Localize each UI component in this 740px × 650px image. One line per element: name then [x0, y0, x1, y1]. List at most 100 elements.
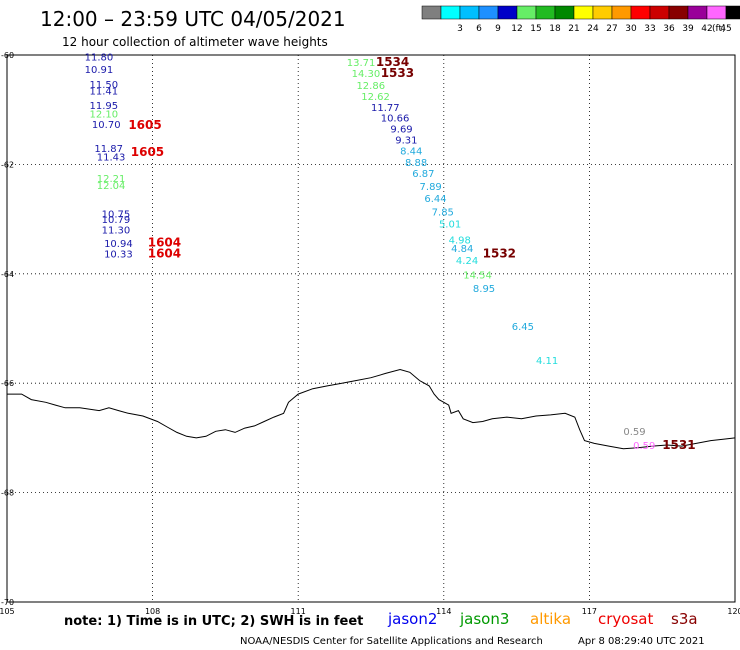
satellite-jason2: jason2	[387, 610, 437, 628]
y-tick-label: -64	[1, 270, 14, 279]
x-tick-label: 117	[582, 607, 597, 616]
swh-value: 11.80	[85, 52, 114, 63]
legend-bin-label: 36	[663, 24, 675, 34]
page-subtitle: 12 hour collection of altimeter wave hei…	[62, 35, 328, 49]
swh-value: 0.59	[623, 427, 645, 438]
swh-value: 11.43	[97, 153, 126, 164]
legend-bin-label: 15	[530, 24, 541, 34]
legend-bin-label: 3	[457, 24, 463, 34]
legend-bin-label: 33	[644, 24, 655, 34]
x-tick-label: 108	[145, 607, 160, 616]
legend-swatch	[554, 5, 575, 20]
y-tick-label: -66	[1, 379, 14, 388]
legend-swatch	[535, 5, 556, 20]
swh-value: 11.95	[90, 101, 119, 112]
x-tick-label: 111	[291, 607, 306, 616]
swh-value: 12.21	[97, 174, 126, 185]
swh-value: 14.54	[463, 271, 492, 282]
legend-bin-label: 30	[625, 24, 637, 34]
footer-credit: NOAA/NESDIS Center for Satellite Applica…	[240, 636, 543, 647]
swh-value: 10.91	[85, 65, 114, 76]
satellite-altika: altika	[530, 610, 571, 628]
legend-swatch	[573, 5, 594, 20]
swh-value: 10.94	[104, 239, 133, 250]
swh-value: 7.89	[420, 182, 442, 193]
legend-bin-label: 9	[495, 24, 501, 34]
coastline	[7, 368, 736, 450]
swh-value: 12.62	[361, 92, 390, 103]
legend-unit: (ft)	[712, 24, 726, 34]
legend-bin-label: 27	[606, 24, 617, 34]
swh-value: 8.95	[473, 284, 495, 295]
legend-bin-label: 6	[476, 24, 482, 34]
swh-value: 11.50	[90, 80, 119, 91]
pass-time: 1531	[662, 438, 695, 452]
swh-value: 11.30	[102, 225, 131, 236]
legend-swatch	[478, 5, 499, 20]
legend-bin-label: 21	[568, 24, 579, 34]
swh-value: 4.24	[456, 256, 478, 267]
swh-value: 12.04	[97, 181, 126, 192]
swh-value: 10.70	[92, 120, 121, 131]
legend-swatch	[421, 5, 442, 20]
legend-swatch	[630, 5, 651, 20]
swh-value: 9.69	[390, 125, 412, 136]
legend-swatch	[459, 5, 480, 20]
footer-note: note: 1) Time is in UTC; 2) SWH is in fe…	[64, 614, 363, 629]
swh-value: 10.33	[104, 249, 133, 260]
pass-time: 1604	[148, 246, 181, 260]
swh-value: 5.01	[439, 219, 461, 230]
swh-value: 13.71	[347, 58, 376, 69]
axis-ticks: 105 108 111 114 117 120 -60 -62 -64 -66 -68 -70	[0, 51, 740, 616]
swh-value: 12.86	[356, 81, 385, 92]
swh-value: 7.85	[432, 207, 454, 218]
swh-value: 14.30	[352, 69, 381, 80]
satellite-jason3: jason3	[459, 610, 509, 628]
swh-value: 10.75	[102, 209, 131, 220]
swh-value: 8.88	[405, 158, 427, 169]
legend-swatch	[611, 5, 632, 20]
legend-swatch	[687, 5, 708, 20]
pass-time: 1604	[148, 235, 181, 249]
x-tick-label: 114	[436, 607, 451, 616]
legend-bin-label: 24	[587, 24, 599, 34]
swh-value: 6.44	[424, 194, 446, 205]
swh-value: 6.45	[512, 322, 534, 333]
satellite-s3a: s3a	[671, 610, 698, 628]
legend-swatch	[592, 5, 613, 20]
plot-frame	[6, 54, 736, 603]
y-tick-label: -60	[1, 51, 14, 60]
pass-time: 1605	[128, 118, 161, 132]
legend-bin-label: 45	[720, 24, 731, 34]
legend-bin-label: 39	[682, 24, 694, 34]
footer-timestamp: Apr 8 08:29:40 UTC 2021	[578, 636, 705, 647]
y-tick-label: -70	[1, 598, 14, 607]
satellite-legend: jason2 jason3 altika cryosat s3a	[387, 610, 698, 628]
legend-swatch	[440, 5, 461, 20]
swh-value: 11.87	[94, 144, 123, 155]
x-tick-label: 105	[0, 607, 15, 616]
x-tick-label: 120	[727, 607, 740, 616]
swh-value: 9.31	[395, 136, 417, 147]
pass-time: 1533	[381, 66, 414, 80]
legend-swatch	[497, 5, 518, 20]
satellite-cryosat: cryosat	[598, 610, 653, 628]
legend-swatch	[649, 5, 670, 20]
swh-value: 8.44	[400, 147, 422, 158]
y-tick-label: -62	[1, 160, 14, 169]
swh-value: 12.10	[90, 109, 119, 120]
swh-value: 10.79	[102, 215, 131, 226]
swh-value: 11.77	[371, 103, 400, 114]
swh-value: 4.84	[451, 244, 473, 255]
page-title: 12:00 – 23:59 UTC 04/05/2021	[40, 7, 346, 31]
grid-lines	[7, 55, 735, 602]
swh-value: 11.41	[90, 86, 119, 97]
legend-swatch	[668, 5, 689, 20]
y-tick-label: -68	[1, 489, 14, 498]
swh-value: 4.11	[536, 356, 558, 367]
pass-time: 1534	[376, 55, 409, 69]
pass-time: 1532	[483, 246, 516, 260]
